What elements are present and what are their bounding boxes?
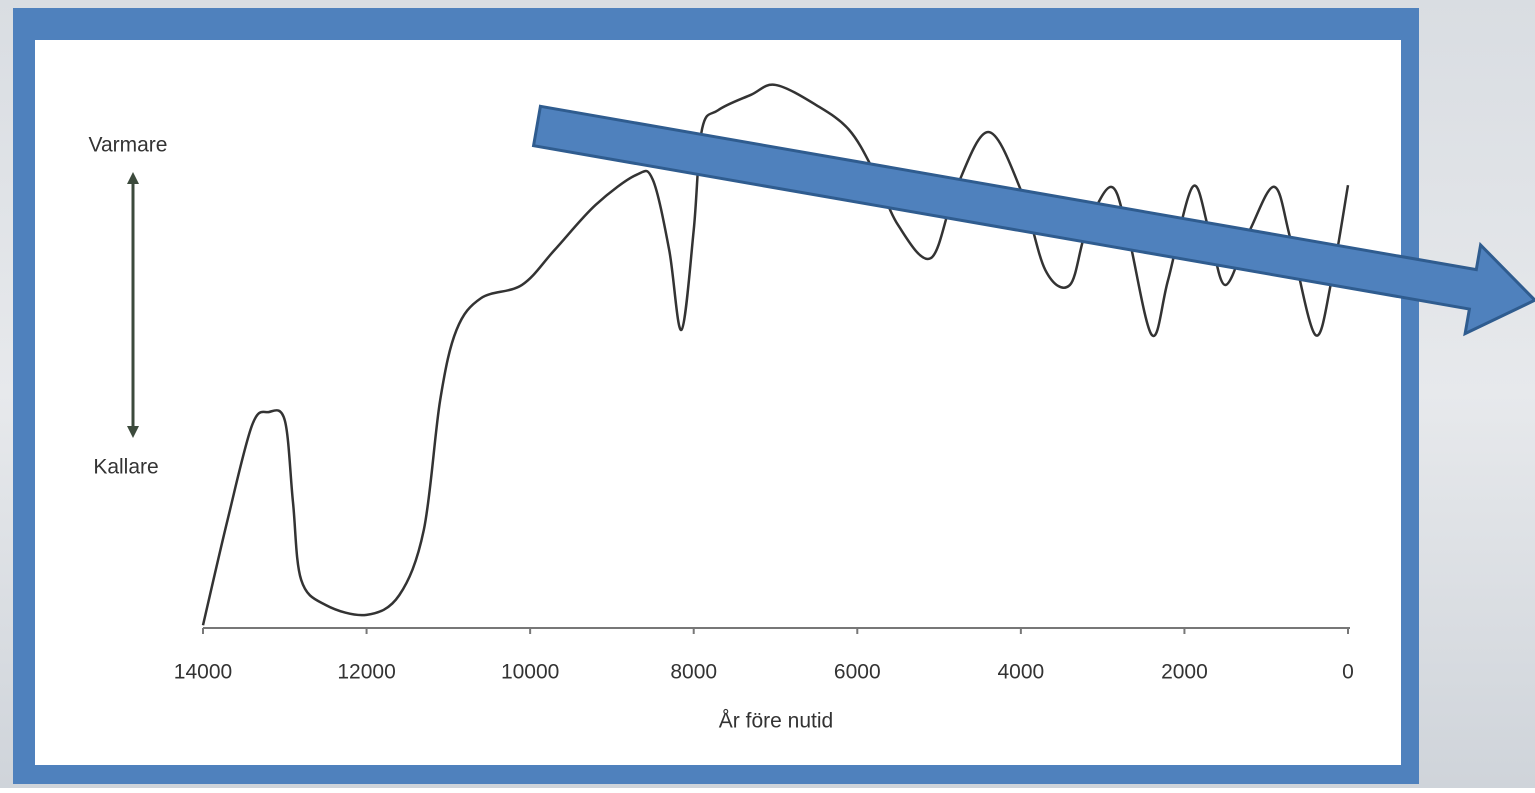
x-tick-label: 8000 (670, 661, 717, 684)
x-tick-label: 14000 (174, 661, 232, 684)
temperature-line (201, 83, 1350, 626)
trend-arrow (531, 104, 1535, 337)
series-layer: 14000 12000 10000 8000 6000 4000 2000 0 (174, 83, 1354, 684)
x-tick-label: 10000 (501, 661, 559, 684)
x-tick-label: 2000 (1161, 661, 1208, 684)
colder-label: Kallare (93, 456, 158, 479)
trend-arrow-shape (531, 104, 1535, 337)
x-tick-label: 0 (1342, 661, 1354, 684)
x-tick-label: 6000 (834, 661, 881, 684)
x-tick-label: 4000 (997, 661, 1044, 684)
warmer-label: Varmare (89, 134, 168, 157)
x-tick-label: 12000 (337, 661, 395, 684)
x-axis-title: År före nutid (719, 710, 833, 733)
